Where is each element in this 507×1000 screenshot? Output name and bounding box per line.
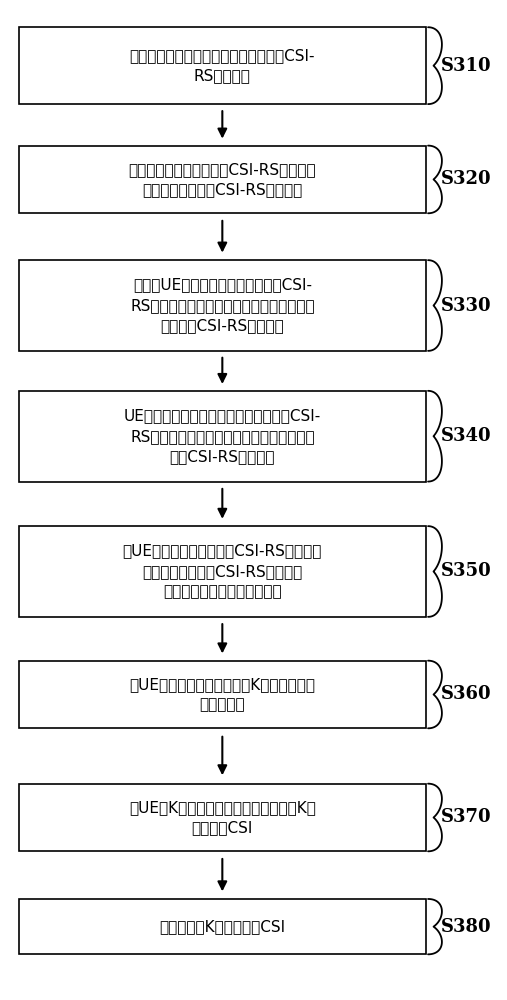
FancyBboxPatch shape bbox=[19, 391, 425, 482]
Text: 基站配置高层配置信令中一个或者多个CSI-
RS配置信令: 基站配置高层配置信令中一个或者多个CSI- RS配置信令 bbox=[130, 48, 315, 83]
Text: 基站接收该K个非周期的CSI: 基站接收该K个非周期的CSI bbox=[159, 919, 285, 934]
FancyBboxPatch shape bbox=[19, 526, 425, 617]
Text: S310: S310 bbox=[441, 57, 492, 75]
Text: 基站根据该一个或者多个CSI-RS配置信令
产生一个或者多个CSI-RS参考信号: 基站根据该一个或者多个CSI-RS配置信令 产生一个或者多个CSI-RS参考信号 bbox=[128, 162, 316, 197]
Text: 基站向UE发送携带有一个或者多个CSI-
RS配置信令的高层配置信令，并且发送一个
或者多个CSI-RS参考信号: 基站向UE发送携带有一个或者多个CSI- RS配置信令的高层配置信令，并且发送一… bbox=[130, 278, 315, 333]
FancyBboxPatch shape bbox=[19, 784, 425, 851]
FancyBboxPatch shape bbox=[19, 260, 425, 351]
Text: UE接收基站发送的携带有一个或者多个CSI-
RS配置信令的高层配置信令，以及一个或者
多个CSI-RS参考信号: UE接收基站发送的携带有一个或者多个CSI- RS配置信令的高层配置信令，以及一… bbox=[124, 408, 321, 464]
Text: S370: S370 bbox=[441, 808, 492, 826]
Text: S320: S320 bbox=[441, 170, 492, 188]
Text: S350: S350 bbox=[441, 562, 492, 580]
Text: S380: S380 bbox=[441, 918, 492, 936]
Text: 该UE在K个不同的子帧上向基站上报该K个
非周期的CSI: 该UE在K个不同的子帧上向基站上报该K个 非周期的CSI bbox=[129, 800, 316, 835]
Text: S360: S360 bbox=[441, 685, 492, 703]
Text: S330: S330 bbox=[441, 297, 492, 315]
FancyBboxPatch shape bbox=[19, 27, 425, 104]
Text: S340: S340 bbox=[441, 427, 492, 445]
Text: 该UE使用所述测量结果确定K个非周期的信
道状态信息: 该UE使用所述测量结果确定K个非周期的信 道状态信息 bbox=[129, 677, 315, 712]
FancyBboxPatch shape bbox=[19, 661, 425, 728]
Text: 该UE根据该一个或者多个CSI-RS配置信令
对该一个或者多个CSI-RS参考信号
进行信道测量，获得测量结果: 该UE根据该一个或者多个CSI-RS配置信令 对该一个或者多个CSI-RS参考信… bbox=[123, 544, 322, 599]
FancyBboxPatch shape bbox=[19, 146, 425, 213]
FancyBboxPatch shape bbox=[19, 899, 425, 954]
